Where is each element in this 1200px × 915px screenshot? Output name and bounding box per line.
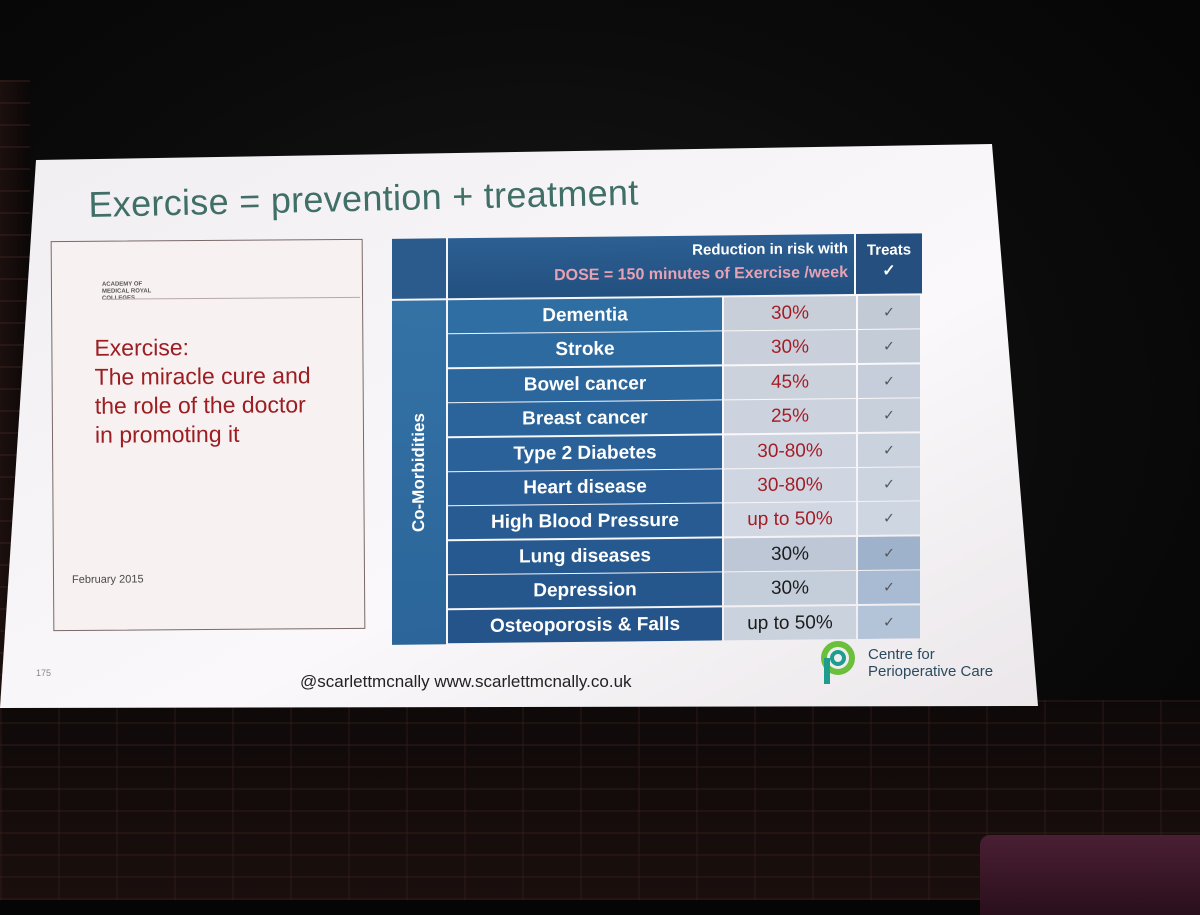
table-row: High Blood Pressure up to 50% ✓ [448,501,940,540]
report-title-line: in promoting it [94,420,240,448]
risk-reduction-value: 30% [724,330,856,365]
risk-reduction-value: 30% [724,571,856,606]
check-icon: ✓ [858,501,920,536]
risk-reduction-value: up to 50% [724,605,856,640]
page-number: 175 [36,668,52,678]
report-title-line: the role of the doctor [94,391,306,419]
condition-name: Osteoporosis & Falls [448,606,722,643]
cpoc-logo-icon [821,641,855,684]
table-row: Stroke 30% ✓ [448,329,940,368]
check-icon: ✓ [858,604,920,639]
check-icon: ✓ [882,262,896,280]
header-line-reduction: Reduction in risk with [692,240,848,259]
side-label-column: Co-Morbidities [392,300,446,645]
report-cover: ACADEMY OF MEDICAL ROYAL COLLEGES Exerci… [50,238,366,632]
risk-reduction-value: 25% [724,399,856,434]
check-icon: ✓ [858,364,920,398]
cpoc-logo: Centre for Perioperative Care [818,640,1018,686]
cpoc-logo-text: Centre for Perioperative Care [868,646,993,680]
table-row: Bowel cancer 45% ✓ [448,364,940,403]
condition-name: High Blood Pressure [448,503,722,540]
table-row: Dementia 30% ✓ [448,295,940,334]
table-row: Heart disease 30-80% ✓ [448,467,940,506]
report-title-line: Exercise: [94,334,190,361]
comorbidity-table: Reduction in risk with DOSE = 150 minute… [392,233,940,645]
condition-name: Stroke [448,331,722,368]
treats-label: Treats [866,241,912,259]
check-icon: ✓ [858,329,920,364]
table-row: Lung diseases 30% ✓ [448,536,940,575]
check-icon: ✓ [858,432,920,467]
logo-line: Centre for [868,646,935,663]
slide-footer: @scarlettmcnally www.scarlettmcnally.co.… [300,672,632,691]
condition-name: Depression [448,572,722,609]
table-row: Osteoporosis & Falls up to 50% ✓ [448,604,940,643]
report-title: Exercise: The miracle cure and the role … [94,332,355,450]
condition-name: Type 2 Diabetes [448,434,722,471]
condition-name: Bowel cancer [448,366,722,403]
condition-name: Dementia [448,297,722,334]
treats-header: Treats ✓ [856,233,922,295]
report-title-line: The miracle cure and [94,362,311,390]
check-icon: ✓ [858,398,920,433]
table-row: Depression 30% ✓ [448,570,940,609]
table-body: Dementia 30% ✓ Stroke 30% ✓ Bowel cancer 45% ✓ Br… [448,295,940,644]
condition-name: Heart disease [448,469,722,506]
check-icon: ✓ [858,570,920,605]
risk-reduction-value: 30-80% [724,433,856,468]
check-icon: ✓ [858,467,920,501]
table-header: Reduction in risk with DOSE = 150 minute… [448,234,854,299]
logo-line: Perioperative Care [868,663,994,680]
risk-reduction-value: 30-80% [724,467,856,503]
risk-reduction-value: 30% [724,296,856,331]
risk-reduction-value: 30% [724,536,856,572]
side-label: Co-Morbidities [409,412,428,533]
risk-reduction-value: up to 50% [724,502,856,537]
report-date: February 2015 [71,573,144,586]
condition-name: Breast cancer [448,400,722,437]
check-icon: ✓ [858,295,920,329]
check-icon: ✓ [858,536,920,570]
table-header-corner [392,238,446,299]
table-row: Type 2 Diabetes 30-80% ✓ [448,432,940,471]
table-row: Breast cancer 25% ✓ [448,398,940,437]
risk-reduction-value: 45% [724,364,856,400]
condition-name: Lung diseases [448,538,722,575]
header-line-dose: DOSE = 150 minutes of Exercise /week [554,264,848,285]
